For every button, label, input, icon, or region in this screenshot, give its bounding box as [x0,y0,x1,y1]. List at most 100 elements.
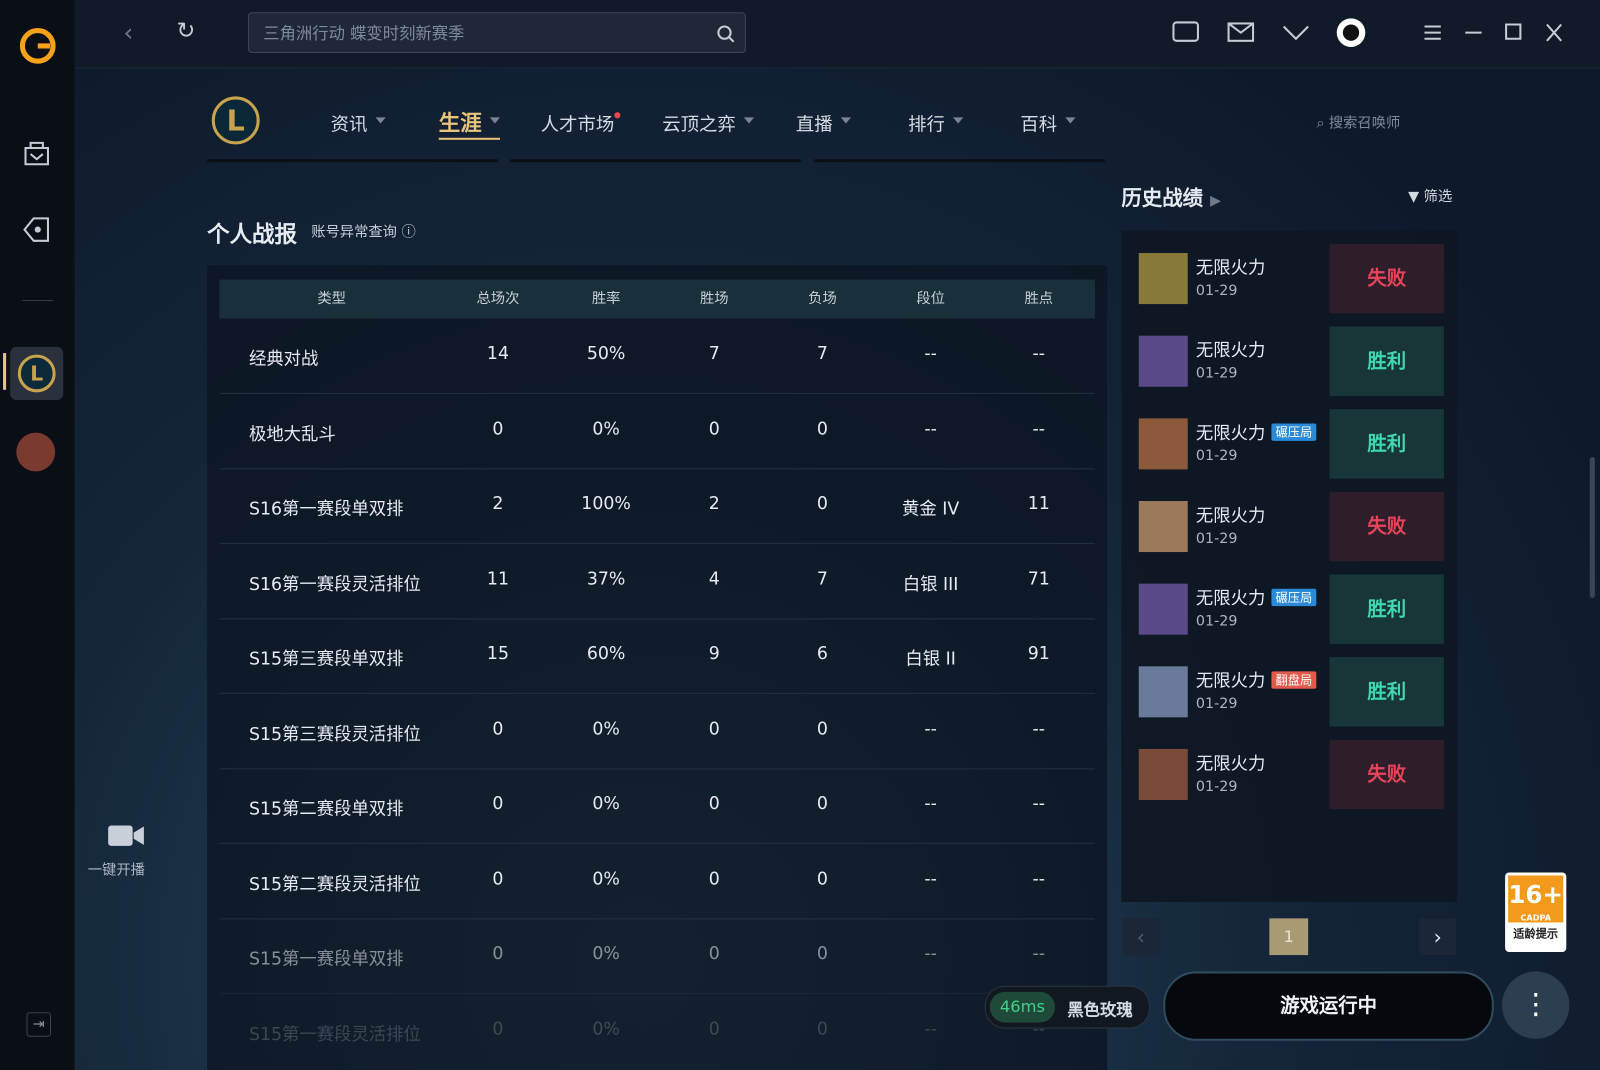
nav-item[interactable]: 云顶之弈 [662,110,755,137]
stats-table: 类型 总场次 胜率 胜场 负场 段位 胜点 经典对战 14 50% 7 7 -- -- 极地大乱斗 0 0% 0 0… [207,265,1108,1070]
search-placeholder: 三角洲行动 蝶变时刻新赛季 [263,23,465,43]
next-page[interactable]: › [1419,918,1457,956]
stat-cell: 0 [492,718,504,740]
active-indicator [3,353,7,390]
stat-cell: 7 [708,343,720,365]
match-tag: 碾压局 [1271,588,1317,607]
nav-item[interactable]: 人才市场 [541,110,621,137]
match-card[interactable]: 无限火力 翻盘局 01-29 胜利 [1134,657,1444,727]
caret [953,117,964,128]
match-result: 失败 [1329,491,1444,562]
collapse-button[interactable]: ⇥ [26,1012,52,1037]
stat-cell: 37% [586,568,626,590]
nav-label: 生涯 [438,111,482,136]
stat-cell: 0% [592,718,620,740]
champion-avatar [1138,335,1188,387]
match-tag: 翻盘局 [1271,671,1317,689]
stat-cell: 91 [1027,643,1050,665]
stat-cell: 0% [592,1018,620,1040]
stat-cell: 白银 III [902,573,959,595]
caret [1065,117,1076,128]
history-title-text: 历史战绩 [1121,185,1204,211]
page-number[interactable]: 1 [1269,918,1309,956]
table-header-bg [219,279,1095,319]
camera-icon[interactable] [106,822,147,849]
stat-cell: 0 [708,793,720,815]
nav-label: 百科 [1020,114,1058,136]
store-icon[interactable] [22,139,51,168]
match-card[interactable]: 无限火力 01-29 失败 [1134,243,1444,314]
stat-cell: -- [924,343,937,365]
row-divider [219,767,1095,769]
more-button[interactable]: ⋮ [1502,971,1570,1039]
summoner-search[interactable]: ⌕ 搜索召唤师 [1316,115,1401,132]
global-search[interactable]: 三角洲行动 蝶变时刻新赛季 [247,12,746,54]
nav-item[interactable]: 百科 [1020,110,1076,137]
match-card[interactable]: 无限火力 01-29 失败 [1134,739,1444,810]
caret [743,117,755,128]
broadcast-label[interactable]: 一键开播 [87,862,145,879]
match-title: 无限火力 [1196,336,1265,361]
match-card[interactable]: 无限火力 01-29 失败 [1134,491,1444,562]
nav-item[interactable]: 资讯 [331,110,386,137]
row-divider [219,1067,1095,1069]
stat-cell: 0 [816,1018,828,1040]
app-logo[interactable] [18,27,57,66]
match-date: 01-29 [1195,613,1238,630]
lol-game-tab[interactable]: L [10,346,64,400]
age-org: CADPA [1520,913,1552,923]
nav-divider [814,159,1106,163]
nav-item[interactable]: 生涯 [438,107,500,140]
account-check-link[interactable]: 账号异常查询 ⓘ [311,224,416,241]
stat-cell: -- [1032,793,1046,815]
nav-label: 资讯 [330,114,368,136]
stat-cell: 9 [708,643,720,665]
ping: 46ms [989,991,1056,1023]
column-header: 段位 [916,290,945,308]
red-dot [614,112,621,119]
nav-item[interactable]: 排行 [908,110,964,137]
row-divider [219,992,1095,994]
match-card[interactable]: 无限火力 碾压局 01-29 胜利 [1134,409,1444,479]
champion-avatar [1138,418,1188,470]
stat-cell: 0 [708,868,720,890]
match-title: 无限火力 碾压局 [1195,584,1317,610]
server-status: 46ms 黑色玫瑰 [984,985,1150,1029]
match-card[interactable]: 无限火力 碾压局 01-29 胜利 [1134,574,1444,644]
filter-button[interactable]: ▼ 筛选 [1408,188,1453,206]
window-controls[interactable] [1169,18,1577,49]
match-mode: 无限火力 [1195,258,1266,279]
match-title: 无限火力 翻盘局 [1196,666,1317,692]
match-card[interactable]: 无限火力 01-29 胜利 [1134,326,1444,396]
row-divider [219,692,1095,694]
stat-cell: 0% [592,943,620,965]
back-button[interactable]: ‹ [123,18,134,47]
match-date: 01-29 [1195,695,1238,713]
refresh-button[interactable]: ↻ [176,18,196,44]
match-title: 无限火力 [1196,501,1265,526]
stat-cell: 0 [816,718,828,740]
stat-cell: 11 [486,568,509,590]
game-running-button[interactable]: 游戏运行中 [1163,971,1494,1041]
stat-cell: 6 [816,643,828,665]
champion-avatar [1138,748,1188,800]
games-icon[interactable] [20,214,53,245]
nav-item[interactable]: 直播 [796,110,852,137]
prev-page[interactable]: ‹ [1122,918,1160,956]
mode-cell: S15第一赛段单双排 [248,948,404,970]
nav-divider [510,159,802,163]
match-tag: 碾压局 [1271,423,1317,441]
stat-cell: 14 [486,343,509,365]
stat-cell: 0 [708,718,720,740]
stat-cell: 100% [581,493,631,515]
column-header: 负场 [808,290,837,308]
caret [489,117,500,128]
stat-cell: 0 [708,418,720,440]
match-title: 无限火力 [1196,749,1265,774]
history-title[interactable]: 历史战绩 ▶ [1121,185,1222,211]
stat-cell: -- [1032,343,1046,365]
match-mode: 无限火力 [1195,588,1266,610]
svg-text:L: L [227,104,245,138]
match-result: 胜利 [1329,574,1444,644]
game-tab[interactable] [16,432,56,472]
